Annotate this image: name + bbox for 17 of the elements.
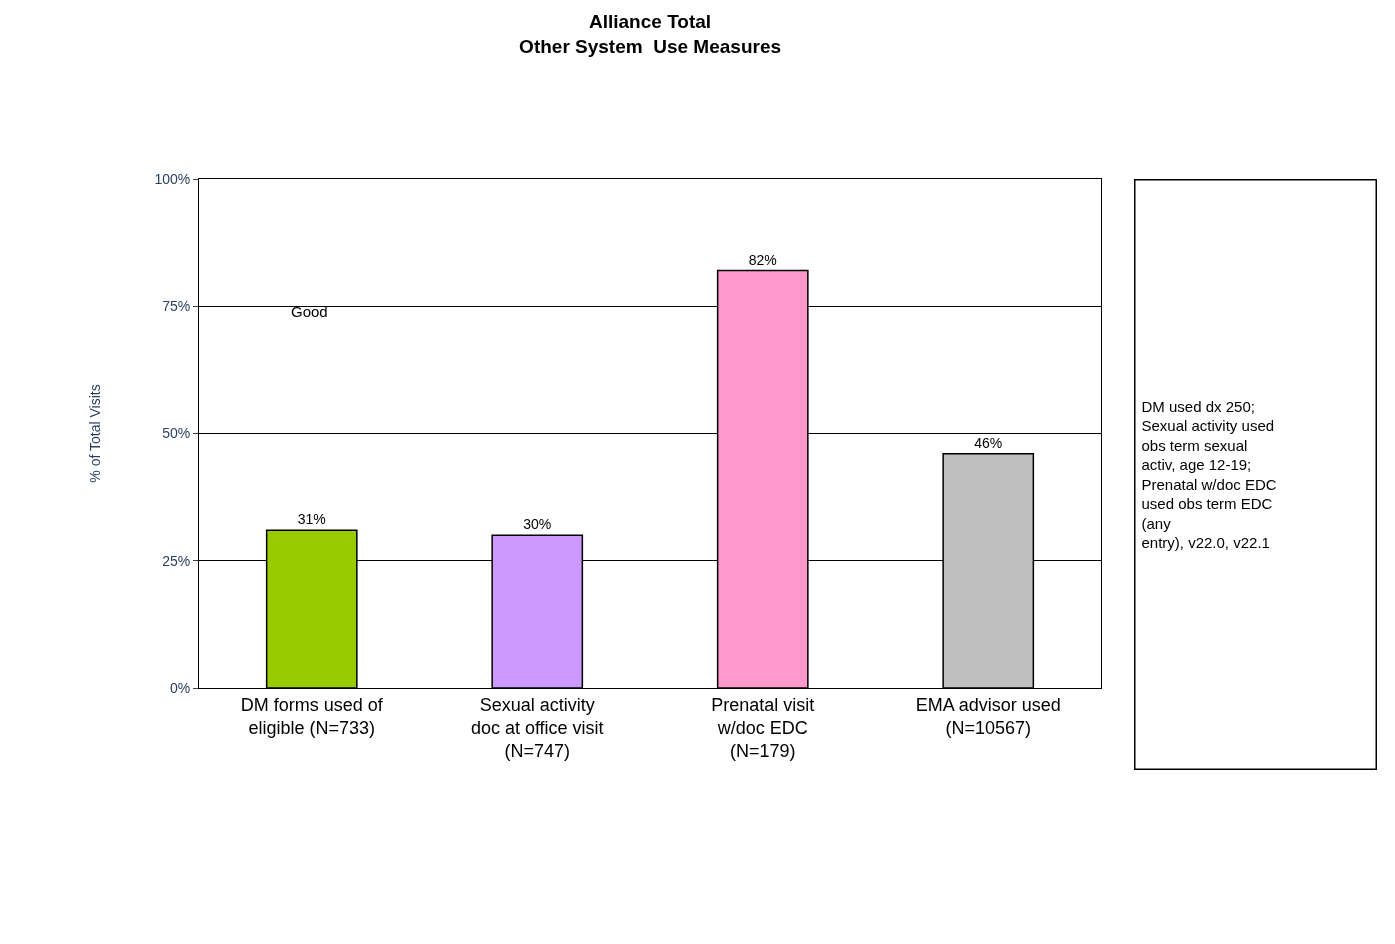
annotation: Good <box>291 303 328 320</box>
data-label: 46% <box>974 434 1003 451</box>
text: DM used dx 250; Sexual activity used obs term sexual activ, age 12-19; Prenatal w/doc EDC used obs term EDC (any entry), v22.0, v22.1 <box>1141 397 1277 552</box>
y-axis-title: % of Total Visits <box>86 384 103 483</box>
y-tick-label: 75% <box>162 298 191 315</box>
x-tick-label: EMA advisor used (N=10567) <box>915 694 1061 738</box>
x-tick-label: DM forms used of eligible (N=733) <box>240 694 384 738</box>
x-tick-label: Prenatal visit w/doc EDC (N=179) <box>711 694 815 762</box>
data-label: 30% <box>523 516 552 533</box>
x-tick-label: Sexual activity doc at office visit (N=747) <box>470 694 604 762</box>
data-label: 82% <box>748 251 777 268</box>
data-label: 31% <box>297 511 326 528</box>
y-tick-label: 50% <box>162 425 191 442</box>
chart-title: Alliance Total Other System Use Measures <box>519 11 782 58</box>
y-tick-label: 100% <box>154 170 191 187</box>
y-tick-label: 25% <box>162 552 191 569</box>
y-tick-label: 0% <box>169 679 191 696</box>
